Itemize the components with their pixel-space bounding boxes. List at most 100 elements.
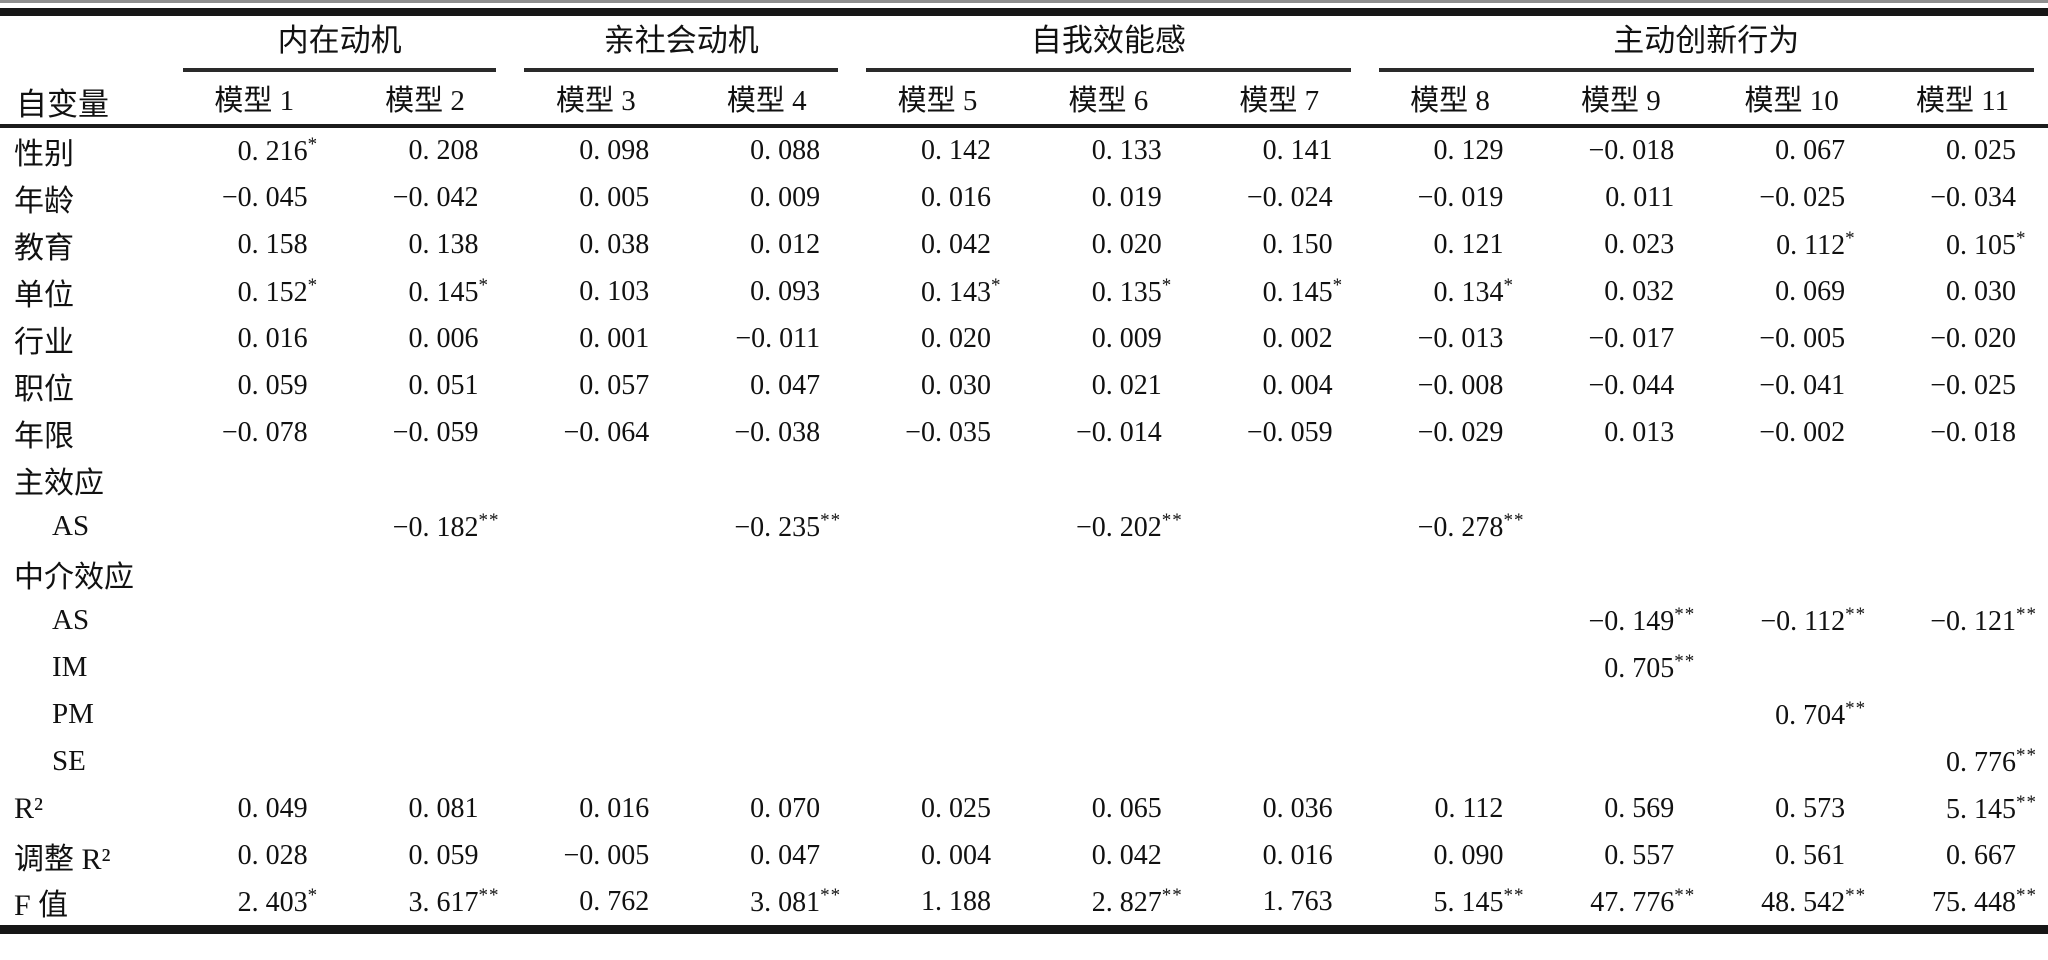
value-cell [1535,503,1706,550]
value-cell: −0. 121** [1877,597,2048,644]
table-row: PM 0. 704** [0,691,2048,738]
coefficient-value: −0. 025 [1759,181,1846,213]
value-cell: −0. 005 [510,832,681,879]
value-cell: 0. 762 [510,879,681,930]
value-cell [1877,691,2048,738]
value-cell: 0. 158 [169,221,340,268]
value-cell: 0. 093 [681,268,852,315]
coefficient-value: −0. 078 [221,416,308,448]
value-cell [169,597,340,644]
coefficient-value: −0. 042 [392,181,479,213]
value-cell [340,738,511,785]
model-header: 模型 7 [1239,85,1320,117]
value-cell [1877,644,2048,691]
value-cell [1706,550,1877,597]
coefficient-value: −0. 029 [1417,416,1504,448]
coefficient-value: 0. 141 [1262,135,1333,166]
value-cell: 0. 557 [1535,832,1706,879]
value-cell: −0. 038 [681,409,852,456]
value-cell: 0. 208 [340,126,511,174]
value-cell [169,550,340,597]
value-cell: 0. 013 [1535,409,1706,456]
value-cell: −0. 078 [169,409,340,456]
value-cell: 0. 016 [510,785,681,832]
significance-stars: ** [1674,885,1696,906]
row-label: 单位 [14,278,74,312]
model-header-row: 模型 1 模型 2 模型 3 模型 4 模型 5 模型 6 模型 7 模型 8 模型 9 模型 1… [0,72,2048,126]
significance-stars: ** [1674,650,1696,672]
value-cell: 0. 121 [1365,221,1536,268]
value-cell: 0. 070 [681,785,852,832]
model-header: 模型 11 [1915,85,2010,117]
value-cell [1023,644,1194,691]
coefficient-value: −0. 202 [1075,511,1162,543]
value-cell: 0. 002 [1194,315,1365,362]
value-cell [1194,597,1365,644]
value-cell: 0. 057 [510,362,681,409]
value-cell: −0. 045 [169,174,340,221]
coefficient-value: 0. 134 [1433,276,1504,308]
value-cell [1365,597,1536,644]
row-label: 中介效应 [14,560,134,594]
coefficient-value: 0. 057 [579,369,650,401]
coefficient-value: 0. 065 [1091,792,1162,824]
coefficient-value: 0. 158 [237,228,308,260]
value-cell: 0. 776** [1877,738,2048,785]
coefficient-value: −0. 024 [1246,181,1333,213]
value-cell [340,550,511,597]
value-cell [1535,691,1706,738]
value-cell: −0. 005 [1706,315,1877,362]
coefficient-value: −0. 059 [1246,416,1333,448]
significance-stars: ** [2016,885,2037,906]
coefficient-value: 0. 762 [579,886,650,917]
coefficient-value: −0. 235 [734,511,821,543]
coefficient-value: 0. 573 [1775,792,1846,824]
value-cell [852,456,1023,503]
significance-stars: * [307,885,319,906]
value-cell: 0. 705** [1535,644,1706,691]
value-cell: −0. 278** [1365,503,1536,550]
model-header: 模型 10 [1744,85,1839,117]
value-cell [681,597,852,644]
coefficient-value: −0. 011 [735,322,821,354]
value-cell: 0. 141 [1194,126,1365,174]
value-cell: −0. 019 [1365,174,1536,221]
value-cell: −0. 034 [1877,174,2048,221]
value-cell: 0. 028 [169,832,340,879]
row-label: 性别 [14,138,74,171]
value-cell: −0. 059 [1194,409,1365,456]
value-cell [681,691,852,738]
value-cell [1023,691,1194,738]
value-cell [681,550,852,597]
value-cell: 0. 059 [340,832,511,879]
table-row: 性别 0. 216* 0. 208 0. 098 0. 088 0. 142 0. 133 0… [0,126,2048,174]
table-row: 单位 0. 152* 0. 145* 0. 103 0. 093 0. 143* 0. 13… [0,268,2048,315]
value-cell: 0. 030 [1877,268,2048,315]
coefficient-value: 0. 032 [1604,275,1675,307]
value-cell [1535,456,1706,503]
value-cell: 0. 098 [510,126,681,174]
coefficient-value: 0. 145 [1262,276,1333,308]
coefficient-value: −0. 005 [563,839,650,871]
coefficient-value: 0. 002 [1262,322,1333,354]
coefficient-value: 1. 763 [1262,886,1333,917]
value-cell [510,456,681,503]
value-cell: 48. 542** [1706,879,1877,930]
value-cell: −0. 029 [1365,409,1536,456]
model-header: 模型 9 [1580,85,1661,117]
coefficient-value: 0. 216 [237,136,308,167]
value-cell: 0. 065 [1023,785,1194,832]
value-cell: −0. 112** [1706,597,1877,644]
value-cell [852,550,1023,597]
coefficient-value: 0. 129 [1433,135,1504,166]
value-cell: 0. 025 [852,785,1023,832]
coefficient-value: 0. 098 [579,135,650,166]
coefficient-value: 0. 070 [750,792,821,824]
value-cell: 75. 448** [1877,879,2048,930]
value-cell: 0. 081 [340,785,511,832]
value-cell: 0. 030 [852,362,1023,409]
value-cell [169,503,340,550]
value-cell: 0. 009 [681,174,852,221]
coefficient-value: 0. 049 [237,792,308,824]
table-row: 调整 R² 0. 028 0. 059 −0. 005 0. 047 0. 004 0. 0… [0,832,2048,879]
